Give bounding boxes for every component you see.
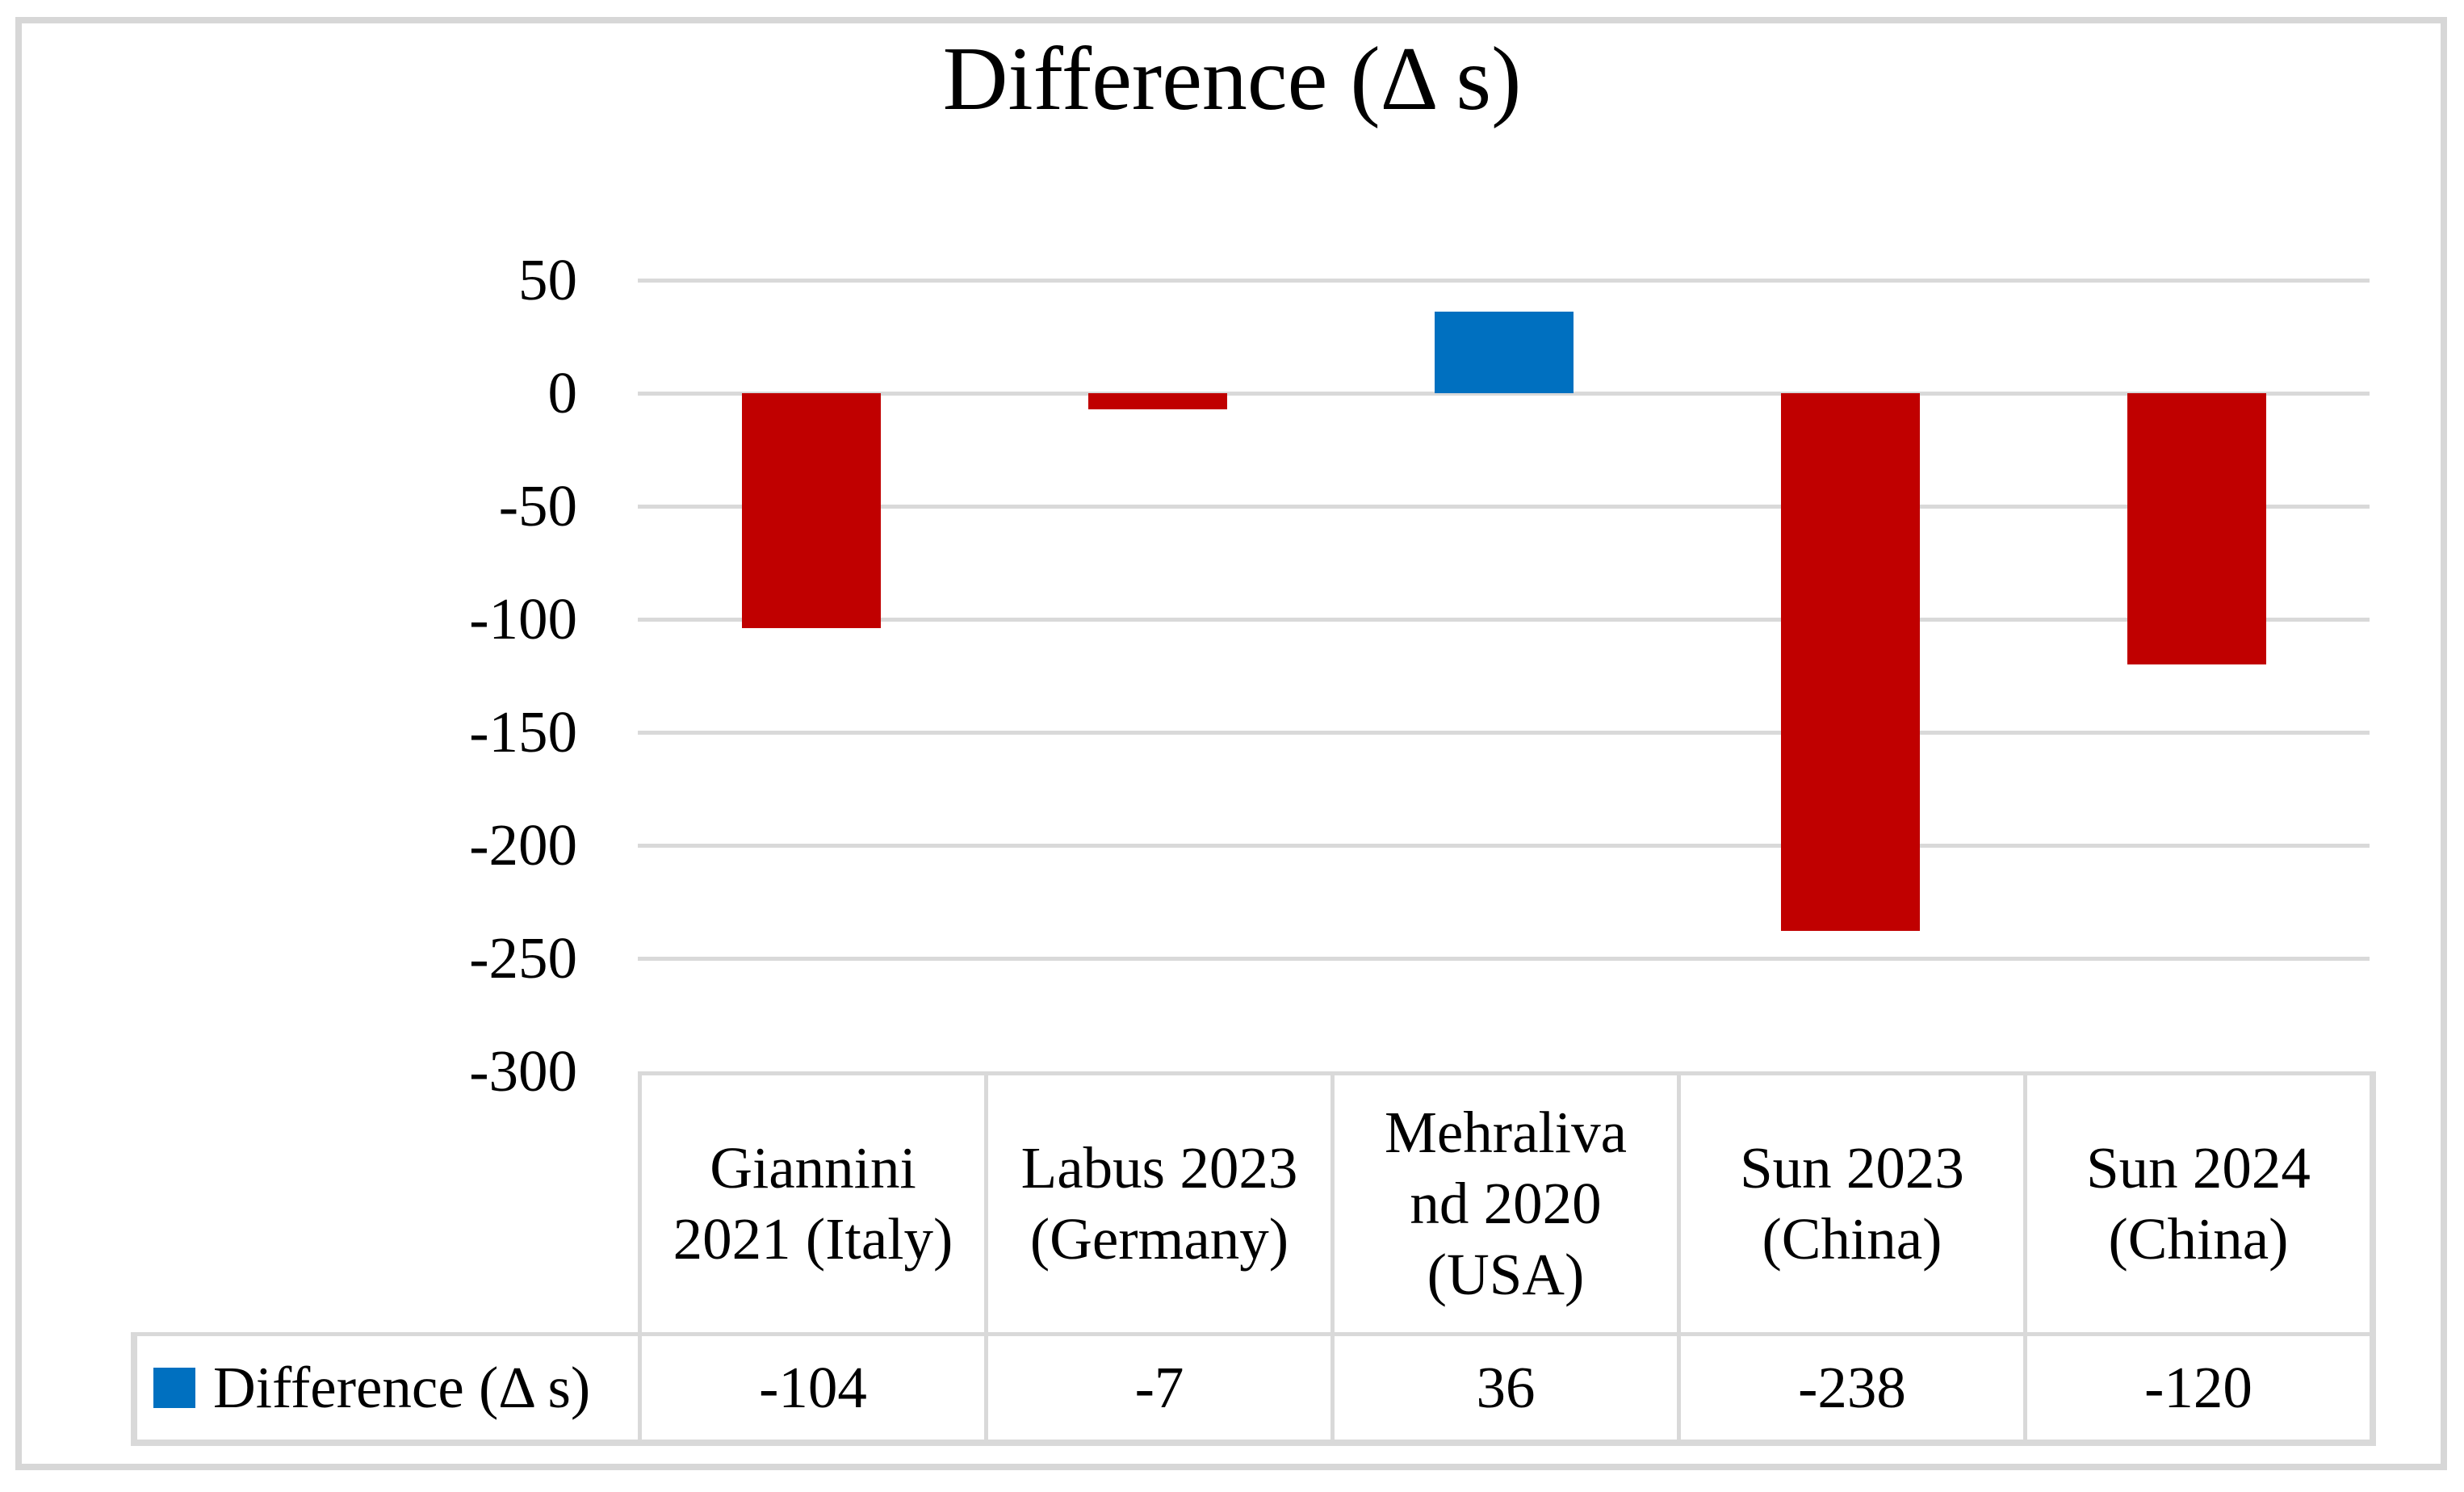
gridline-50	[638, 279, 2370, 283]
bar-sun-2023-china	[1780, 393, 1920, 932]
gridline--100	[638, 618, 2370, 622]
y-tick-label--250: -250	[469, 925, 577, 991]
value-cell-labus-2023-germany: -7	[984, 1332, 1330, 1446]
bar-mehralivand-2020-usa	[1434, 312, 1574, 393]
category-line: Labus 2023	[1020, 1135, 1298, 1201]
y-tick-label--50: -50	[498, 473, 577, 539]
category-line: Giannini	[710, 1135, 916, 1201]
value-cell-sun-2023-china: -238	[1677, 1332, 2023, 1446]
gridline--200	[638, 844, 2370, 848]
y-tick-label--200: -200	[469, 812, 577, 878]
category-line: Mehraliva	[1385, 1100, 1627, 1165]
legend-label: Difference (Δ s)	[213, 1355, 591, 1420]
bar-sun-2024-china	[2127, 393, 2266, 664]
category-cell-sun-2024-china: Sun 2024 (China)	[2023, 1071, 2376, 1332]
value-cell-giannini-2021-italy: -104	[638, 1332, 984, 1446]
data-table-legend-cell: Difference (Δ s)	[131, 1332, 638, 1446]
y-tick-label-50: 50	[518, 247, 577, 312]
y-tick-label--100: -100	[469, 586, 577, 652]
gridline--250	[638, 957, 2370, 961]
category-line: nd 2020	[1410, 1171, 1602, 1236]
value-cell-sun-2024-china: -120	[2023, 1332, 2376, 1446]
category-line: Sun 2023	[1740, 1135, 1964, 1201]
y-tick-label-0: 0	[547, 360, 578, 425]
figure-frame	[15, 17, 2447, 1470]
category-cell-sun-2023-china: Sun 2023 (China)	[1677, 1071, 2023, 1332]
category-line: 2021 (Italy)	[673, 1206, 953, 1272]
legend-swatch	[153, 1368, 195, 1408]
gridline--50	[638, 505, 2370, 509]
category-cell-labus-2023-germany: Labus 2023 (Germany)	[984, 1071, 1330, 1332]
category-line: (USA)	[1427, 1242, 1585, 1307]
value-cell-mehralivand-2020-usa: 36	[1330, 1332, 1677, 1446]
category-line: (China)	[2108, 1206, 2289, 1272]
category-line: (China)	[1762, 1206, 1942, 1272]
bar-labus-2023-germany	[1087, 393, 1227, 409]
category-line: Sun 2024	[2086, 1135, 2311, 1201]
category-cell-mehralivand-2020-usa: Mehraliva nd 2020 (USA)	[1330, 1071, 1677, 1332]
chart-title: Difference (Δ s)	[942, 29, 1522, 129]
bar-giannini-2021-italy	[741, 393, 881, 629]
y-tick-label--300: -300	[469, 1038, 577, 1104]
y-tick-label--150: -150	[469, 699, 577, 765]
gridline--150	[638, 731, 2370, 735]
category-line: (Germany)	[1029, 1206, 1289, 1272]
category-cell-giannini-2021-italy: Giannini 2021 (Italy)	[638, 1071, 984, 1332]
gridline-0	[638, 392, 2370, 396]
